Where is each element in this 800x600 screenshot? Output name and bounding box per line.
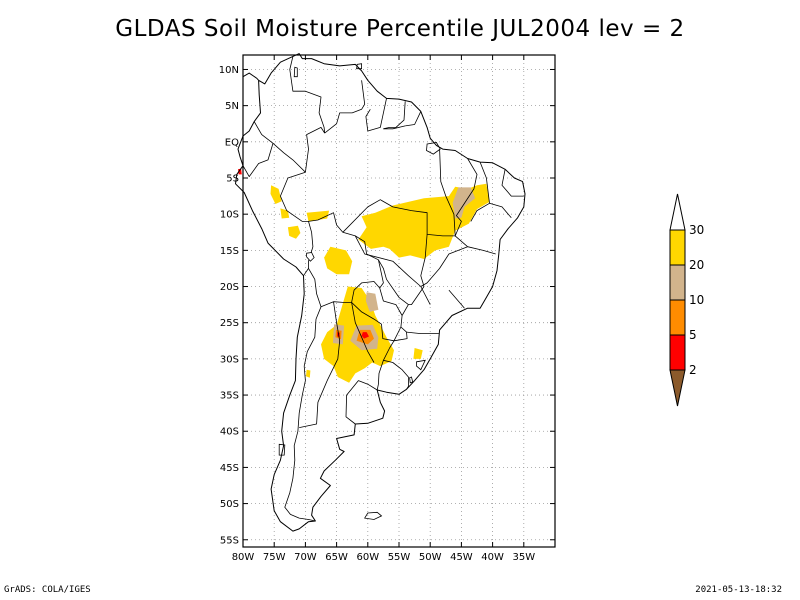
colorbar-20-30 [669, 229, 686, 266]
border-24 [420, 246, 468, 287]
lon-label-50W: 50W [419, 552, 442, 563]
border-14 [383, 125, 406, 130]
colorbar-label-30: 30 [689, 223, 704, 237]
lat-label-35S: 35S [220, 391, 239, 402]
shade-20-30-2 [280, 208, 290, 219]
shade-2-5-15 [361, 332, 369, 339]
border-11 [284, 306, 322, 522]
colorbar-10-20 [669, 264, 686, 301]
lat-label-40S: 40S [220, 427, 239, 438]
islands [278, 63, 441, 520]
border-29 [345, 380, 378, 425]
lon-label-45W: 45W [450, 552, 473, 563]
lake-2 [416, 359, 426, 371]
lon-label-55W: 55W [388, 552, 411, 563]
island-2 [278, 443, 286, 456]
shade-20-30-4 [306, 210, 330, 222]
lat-label-10N: 10N [219, 65, 239, 76]
border-8 [308, 212, 384, 289]
lat-label-15S: 15S [220, 246, 239, 257]
lake-3 [409, 376, 414, 384]
map-title: GLDAS Soil Moisture Percentile JUL2004 l… [115, 16, 685, 42]
shade-2-5-17 [238, 168, 242, 175]
lakes [293, 66, 426, 384]
border-1 [324, 80, 366, 134]
lat-label-10S: 10S [220, 210, 239, 221]
colorbar-below-2 [669, 369, 686, 407]
island-1 [426, 142, 441, 155]
lon-label-70W: 70W [294, 552, 317, 563]
lat-label-45S: 45S [220, 463, 239, 474]
border-28 [299, 301, 341, 428]
lon-label-40W: 40W [481, 552, 504, 563]
border-25 [448, 289, 465, 309]
shade-20-30-3 [287, 225, 301, 239]
lat-label-EQ: EQ [225, 137, 239, 148]
shade-20-30-1 [270, 185, 282, 204]
colorbar: 2 5 10 20 30 [669, 193, 704, 407]
border-22 [489, 202, 512, 219]
border-13 [376, 360, 384, 391]
lon-label-60W: 60W [356, 552, 379, 563]
lat-label-55S: 55S [220, 535, 239, 546]
border-19 [420, 234, 428, 287]
south-america-coastline [235, 53, 526, 532]
lat-label-5N: 5N [225, 101, 239, 112]
grads-credit: GrADS: COLA/IGES [4, 585, 91, 595]
lat-label-5S: 5S [226, 174, 239, 185]
shade-20-30-5 [324, 246, 353, 275]
border-9 [308, 268, 381, 308]
gridlines [242, 55, 555, 547]
lon-label-80W: 80W [232, 552, 255, 563]
border-0 [289, 56, 326, 134]
lon-label-75W: 75W [263, 552, 286, 563]
colorbar-label-10: 10 [689, 293, 704, 307]
central-america-coastline [242, 72, 259, 81]
shade-20-30-8 [306, 369, 311, 378]
lat-label-20S: 20S [220, 282, 239, 293]
lake-0 [306, 252, 315, 262]
lon-label-65W: 65W [325, 552, 348, 563]
country-borders [242, 56, 524, 522]
map-frame [242, 54, 556, 548]
border-18 [342, 199, 456, 237]
border-15 [439, 149, 456, 236]
colorbar-label-20: 20 [689, 258, 704, 272]
lon-label-35W: 35W [512, 552, 535, 563]
coastline [235, 53, 526, 532]
shade-10-20-10 [365, 292, 379, 312]
border-20 [454, 158, 496, 255]
colorbar-label-5: 5 [689, 328, 697, 342]
border-30 [351, 302, 375, 363]
island-0 [364, 511, 383, 520]
colorbar-label-2: 2 [689, 363, 697, 377]
colorbar-2-5 [669, 334, 686, 371]
border-23 [501, 169, 524, 197]
lat-label-30S: 30S [220, 354, 239, 365]
percentile-shading [238, 168, 490, 383]
border-5 [253, 121, 326, 173]
timestamp: 2021-05-13-18:32 [695, 585, 782, 595]
border-4 [405, 111, 422, 127]
colorbar-5-10 [669, 299, 686, 336]
lake-1 [293, 66, 298, 78]
border-2 [365, 98, 387, 132]
colorbar-above-30 [669, 193, 686, 231]
border-6 [242, 143, 274, 178]
lat-label-25S: 25S [220, 318, 239, 329]
axis-ticks: 10N 5N EQ 5S 10S 15S 20S 25S 30S 35S 40S 45S 50S 55S 8… [219, 55, 555, 563]
shade-20-30-7 [413, 348, 423, 359]
border-3 [383, 101, 406, 130]
border-26 [401, 286, 425, 316]
border-17 [378, 259, 409, 305]
lat-label-50S: 50S [220, 499, 239, 510]
island-3 [356, 63, 363, 70]
border-27 [406, 331, 439, 335]
